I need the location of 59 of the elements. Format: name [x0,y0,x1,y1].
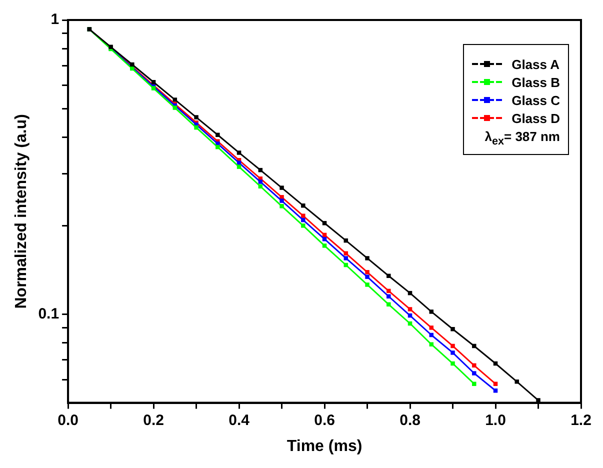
point [365,274,370,279]
x-tick-label: 0.0 [58,412,78,429]
point [236,150,242,155]
x-axis-title: Time (ms) [286,438,362,455]
point [429,342,434,346]
point [301,224,306,228]
annotation: λ$_{ex}$= 387 nm [484,129,560,148]
legend-label: Glass B [512,74,560,90]
point [344,256,348,260]
point [472,363,476,368]
point [386,274,391,278]
point [450,361,455,366]
point [450,327,455,332]
point [216,132,220,137]
point [301,203,306,208]
point [365,270,370,274]
point [472,382,476,386]
point [280,186,284,190]
point [429,326,434,330]
y-axis-title: Normalized intensity (a.u) [13,114,30,309]
x-tick-label: 1.2 [570,412,592,429]
y-tick-label: 1 [50,11,60,28]
legend-label: Glass C [512,92,560,108]
point [429,310,434,314]
x-tick-label: 0.8 [400,412,420,429]
point [514,380,520,384]
point [194,125,198,130]
point [236,164,242,169]
point [365,256,370,260]
point [386,302,391,307]
point [130,62,134,67]
point [472,371,476,376]
x-tick-label: 0.4 [228,412,250,429]
legend-label: Glass A [512,56,560,72]
point [536,398,540,402]
y-tick-label: 0.1 [38,305,60,322]
point [216,144,220,150]
point [301,214,306,218]
point [386,294,391,298]
x-tick-label: 0.6 [314,412,335,429]
point [172,98,178,102]
point [322,244,327,248]
x-tick-label: 0.2 [143,412,164,429]
point [258,180,263,184]
point [258,184,263,188]
point [472,344,476,348]
x-tick-label: 1.0 [485,412,506,429]
point [450,350,455,355]
point [408,307,412,312]
point [280,204,284,208]
point [386,288,391,294]
point [172,106,178,110]
point [493,382,498,386]
point [450,344,455,348]
legend-label: Glass D [512,110,560,126]
point [365,282,370,287]
point [280,198,284,203]
point [194,115,198,120]
point [301,218,306,222]
